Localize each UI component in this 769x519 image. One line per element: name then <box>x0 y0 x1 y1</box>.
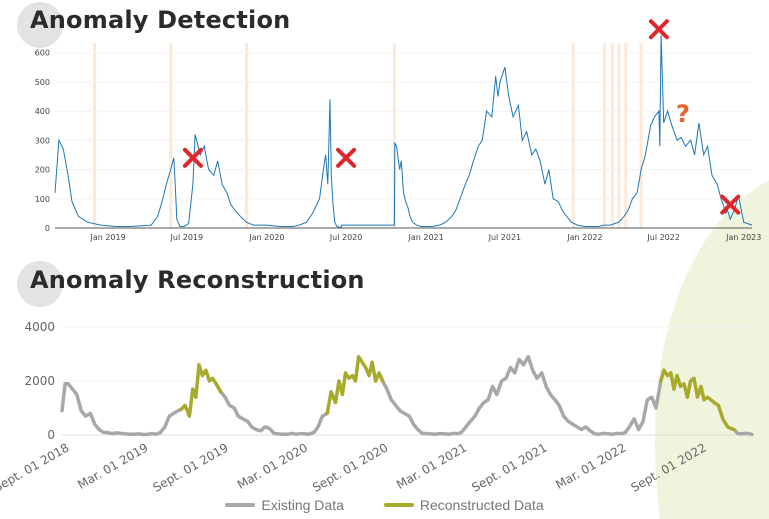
anomaly-band <box>392 43 396 228</box>
reconstruction-heading-circle <box>17 261 63 307</box>
reconstruction-x-tick-label: Sept. 01 2020 <box>310 440 390 494</box>
existing-data-line <box>732 427 754 437</box>
detection-x-axis: Jan 2019 Jul 2019 Jan 2020 Jul 2020 Jan 2021… <box>89 233 761 242</box>
detection-x-tick-label: Jan 2020 <box>248 233 284 242</box>
existing-data-line <box>219 390 329 436</box>
anomaly-bands <box>93 43 643 228</box>
anomaly-band <box>639 43 643 228</box>
anomaly-band <box>93 43 97 228</box>
existing-data-line <box>60 381 183 437</box>
reconstruction-x-tick-label: Mar. 01 2021 <box>394 440 469 492</box>
legend-item-existing[interactable]: Existing Data <box>225 497 344 513</box>
reconstruction-x-tick-label: Mar. 01 2020 <box>235 440 310 492</box>
detection-x-tick-label: Jan 2021 <box>408 233 444 242</box>
anomaly-x-marker <box>720 194 741 215</box>
reconstruction-y-axis: 0 2000 4000 <box>24 320 55 442</box>
detection-y-tick-label: 200 <box>35 166 50 175</box>
anomaly-band <box>624 43 628 228</box>
detection-y-tick-label: 500 <box>35 78 50 87</box>
detection-title: Anomaly Detection <box>30 6 291 34</box>
detection-x-tick-label: Jan 2019 <box>89 233 125 242</box>
reconstruction-title: Anomaly Reconstruction <box>30 266 365 294</box>
detection-x-tick-label: Jul 2020 <box>329 233 363 242</box>
detection-x-tick-label: Jul 2022 <box>646 233 680 242</box>
detection-x-tick-label: Jan 2023 <box>725 233 761 242</box>
reconstructed-data-line <box>179 363 223 418</box>
reconstruction-x-axis: Sept. 01 2018 Mar. 01 2019 Sept. 01 2019 Ma… <box>0 440 709 494</box>
reconstruction-y-tick-label: 4000 <box>24 320 55 334</box>
detection-x-tick-label: Jan 2022 <box>566 233 602 242</box>
detection-y-axis: 0 100 200 300 400 500 600 <box>35 49 50 233</box>
detection-y-tick-label: 0 <box>45 224 50 233</box>
detection-y-tick-label: 600 <box>35 49 50 58</box>
anomaly-band <box>610 43 614 228</box>
reconstruction-legend: Existing Data Reconstructed Data <box>0 497 769 513</box>
anomaly-x-marker <box>182 147 203 168</box>
reconstruction-grid <box>62 326 752 436</box>
detection-y-tick-label: 100 <box>35 195 50 204</box>
reconstruction-x-tick-label: Mar. 01 2019 <box>75 440 150 492</box>
anomaly-band <box>169 43 173 228</box>
legend-swatch-reconstructed <box>383 503 414 507</box>
anomaly-band <box>571 43 575 228</box>
anomaly-x-marker <box>336 147 357 168</box>
reconstruction-y-tick-label: 2000 <box>24 374 55 388</box>
detection-grid <box>55 52 752 200</box>
anomaly-markers <box>182 19 741 215</box>
legend-label-existing: Existing Data <box>261 497 344 513</box>
detection-heading-circle <box>17 2 63 48</box>
anomaly-band <box>244 43 248 228</box>
existing-data-line <box>380 354 663 436</box>
detection-series-line <box>54 35 753 228</box>
question-mark: ? <box>676 100 690 128</box>
legend-label-reconstructed: Reconstructed Data <box>419 497 544 513</box>
detection-y-tick-label: 300 <box>35 136 50 145</box>
reconstruction-x-tick-label: Mar. 01 2022 <box>553 440 628 492</box>
legend-item-reconstructed[interactable]: Reconstructed Data <box>383 497 544 513</box>
detection-y-tick-label: 400 <box>35 107 50 116</box>
reconstruction-y-tick-label: 0 <box>47 428 55 442</box>
reconstructed-data-line <box>659 368 736 432</box>
reconstruction-x-tick-label: Sept. 01 2018 <box>0 440 71 494</box>
reconstructed-data-line <box>325 354 385 416</box>
reconstruction-x-tick-label: Sept. 01 2022 <box>628 440 708 494</box>
reconstruction-x-tick-label: Sept. 01 2019 <box>150 440 230 494</box>
legend-swatch-existing <box>225 503 256 507</box>
anomaly-band <box>617 43 621 228</box>
reconstruction-series <box>60 354 754 437</box>
anomaly-band <box>603 43 607 228</box>
reconstruction-x-tick-label: Sept. 01 2021 <box>469 440 549 494</box>
detection-x-tick-label: Jul 2021 <box>488 233 522 242</box>
detection-x-tick-label: Jul 2019 <box>170 233 204 242</box>
anomaly-x-marker <box>648 19 669 40</box>
